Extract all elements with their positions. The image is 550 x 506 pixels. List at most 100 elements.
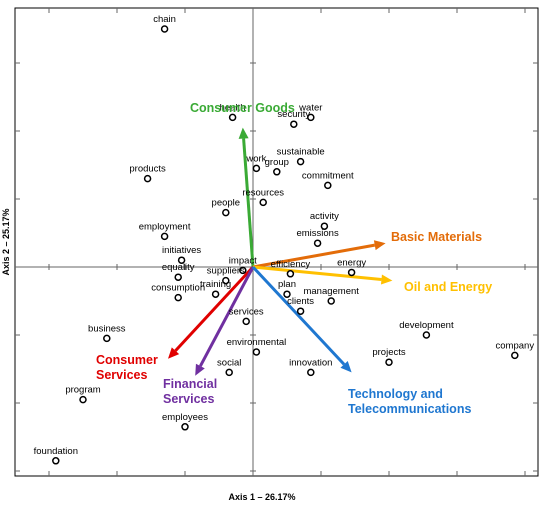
- vector-arrowhead-consumer-goods: [238, 127, 249, 139]
- vector-arrowhead-consumer-services: [168, 347, 180, 359]
- vector-label-basic-materials: Basic Materials: [391, 230, 482, 244]
- vector-arrowhead-financial-services: [195, 363, 205, 376]
- point-program: [79, 395, 87, 404]
- point-chain: [160, 25, 169, 33]
- point-equality: [174, 273, 182, 281]
- point-environmental: [252, 348, 261, 356]
- point-label-impact: impact: [229, 255, 257, 266]
- point-activity: [320, 222, 329, 230]
- point-training: [211, 290, 220, 298]
- point-label-clients: clients: [287, 296, 314, 307]
- x-axis-title: Axis 1 – 26.17%: [228, 492, 295, 502]
- axis-ticks: [15, 8, 538, 476]
- point-label-commitment: commitment: [302, 170, 354, 181]
- point-company: [511, 351, 519, 360]
- point-label-environmental: environmental: [227, 337, 287, 348]
- point-label-initiatives: initiatives: [162, 245, 201, 256]
- vector-arrowhead-basic-materials: [373, 240, 386, 251]
- point-label-health: health: [220, 102, 246, 113]
- point-employment: [160, 232, 169, 241]
- point-label-equality: equality: [162, 262, 195, 273]
- point-label-social: social: [217, 357, 241, 368]
- point-plan: [283, 290, 291, 298]
- point-consumption: [174, 293, 182, 302]
- point-impact: [239, 266, 247, 275]
- point-label-activity: activity: [310, 211, 339, 222]
- vector-label-financial-services-line2: Services: [163, 392, 214, 406]
- vector-arrow-technology-and-telecommunications: [251, 265, 346, 366]
- point-security: [290, 120, 298, 128]
- point-label-chain: chain: [153, 14, 176, 25]
- point-efficiency: [286, 270, 295, 278]
- point-foundation: [52, 457, 60, 465]
- point-projects: [385, 358, 393, 366]
- vector-label-technology-line2: Telecommunications: [348, 402, 471, 416]
- point-label-group: group: [265, 157, 289, 168]
- point-label-suppliers: suppliers: [207, 266, 245, 277]
- point-label-business: business: [88, 323, 126, 334]
- point-label-resources: resources: [242, 187, 284, 198]
- vector-arrowhead-technology-and-telecommunications: [340, 360, 352, 373]
- point-label-projects: projects: [372, 347, 406, 358]
- point-emissions: [313, 239, 322, 247]
- vector-label-consumer-services-line2: Services: [96, 368, 147, 382]
- vector-arrowhead-oil-and-energy: [380, 274, 393, 285]
- point-label-development: development: [399, 320, 454, 331]
- point-label-emissions: emissions: [296, 228, 338, 239]
- point-label-innovation: innovation: [289, 357, 332, 368]
- point-clients: [296, 307, 305, 315]
- point-label-management: management: [303, 286, 359, 297]
- point-work: [252, 164, 261, 173]
- point-label-program: program: [65, 385, 100, 396]
- point-management: [327, 297, 335, 305]
- point-label-sustainable: sustainable: [277, 147, 325, 158]
- vector-arrow-financial-services: [199, 266, 255, 367]
- point-sustainable: [296, 157, 305, 166]
- point-people: [222, 208, 230, 217]
- point-energy: [347, 268, 356, 277]
- vector-label-consumer-goods: Consumer Goods: [190, 101, 295, 115]
- point-label-training: training: [200, 279, 231, 290]
- point-label-work: work: [245, 153, 266, 164]
- point-initiatives: [177, 256, 186, 264]
- point-suppliers: [222, 276, 230, 285]
- vector-layer: [168, 127, 393, 376]
- point-label-water: water: [298, 102, 322, 113]
- point-label-energy: energy: [337, 257, 366, 268]
- vector-arrow-consumer-services: [174, 265, 255, 352]
- point-social: [225, 368, 233, 377]
- vector-label-technology-and-telecommunications: Technology and Telecommunications: [348, 387, 471, 416]
- plot-frame: [14, 7, 539, 477]
- vector-label-consumer-services-line1: Consumer: [96, 353, 158, 367]
- point-water: [307, 113, 315, 122]
- vector-arrow-oil-and-energy: [252, 265, 382, 282]
- point-label-products: products: [129, 164, 166, 175]
- point-group: [273, 168, 281, 176]
- vector-arrow-consumer-goods: [242, 138, 255, 268]
- vector-label-oil-and-energy: Oil and Energy: [404, 280, 492, 294]
- point-label-plan: plan: [278, 279, 296, 290]
- point-label-security: security: [277, 109, 310, 120]
- point-label-foundation: foundation: [34, 446, 78, 457]
- point-label-people: people: [212, 198, 241, 209]
- y-axis-title: Axis 2 – 25.17%: [1, 208, 11, 275]
- point-business: [103, 334, 111, 343]
- vector-label-technology-line1: Technology and: [348, 387, 443, 401]
- point-label-consumption: consumption: [151, 283, 205, 294]
- vector-label-financial-services: Financial Services: [163, 377, 221, 406]
- point-resources: [259, 198, 267, 207]
- point-label-services: services: [229, 306, 264, 317]
- point-services: [242, 317, 250, 326]
- vector-label-financial-services-line1: Financial: [163, 377, 217, 391]
- point-health: [228, 113, 237, 122]
- point-commitment: [324, 181, 332, 190]
- point-innovation: [307, 368, 315, 377]
- vector-arrow-basic-materials: [252, 243, 376, 269]
- point-products: [143, 174, 152, 183]
- point-development: [422, 331, 431, 339]
- vector-label-consumer-services: Consumer Services: [96, 353, 161, 382]
- point-label-employees: employees: [162, 412, 208, 423]
- vector-label-layer: Consumer Goods Basic Materials Oil and E…: [96, 101, 492, 416]
